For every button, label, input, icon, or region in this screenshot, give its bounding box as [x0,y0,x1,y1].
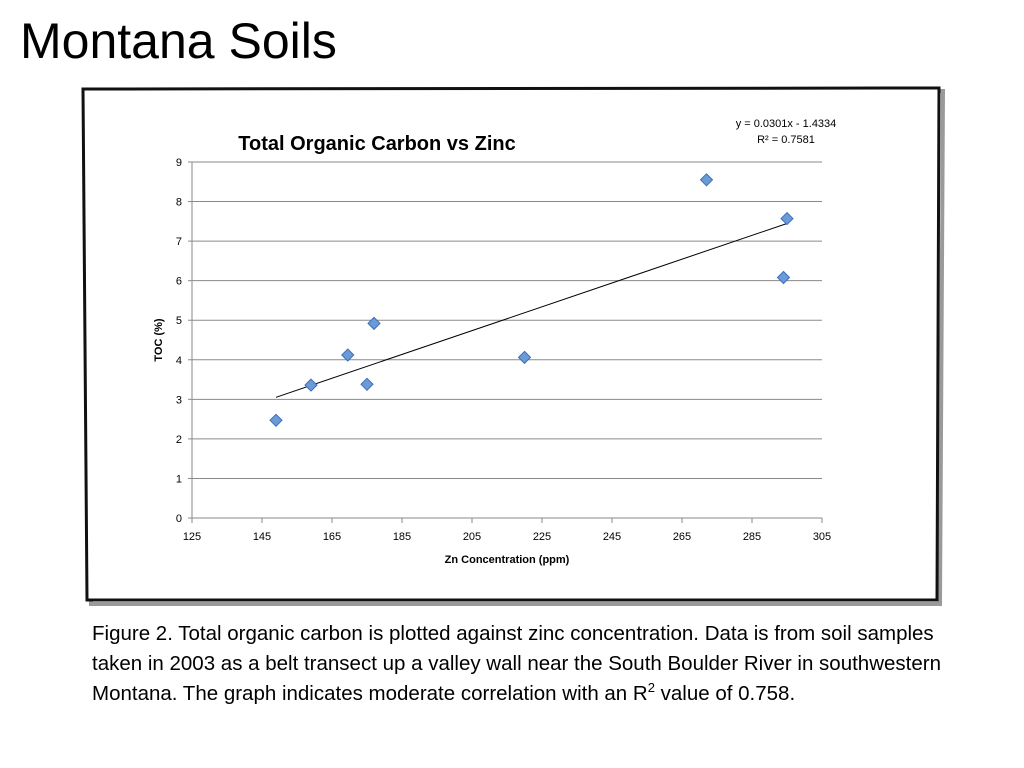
data-point [780,211,794,226]
x-tick-label: 225 [533,531,551,543]
x-axis-label: Zn Concentration (ppm) [445,554,570,566]
data-point [699,173,714,187]
x-tick-label: 245 [603,531,621,543]
y-tick-label: 5 [176,315,182,327]
x-tick-label: 125 [183,531,201,543]
chart-figure: 0 1 2 3 4 5 6 7 8 9 125 145 165 185 205 225 245 265 285 305… [81,86,946,606]
data-point [360,377,374,392]
x-tick-label: 205 [463,531,481,543]
figure-caption: Figure 2. Total organic carbon is plotte… [92,619,972,709]
caption-text-end: value of 0.758. [654,682,796,705]
y-tick-label: 1 [176,473,182,485]
chart-title: Total Organic Carbon vs Zinc [238,133,515,155]
trendline [275,222,788,398]
trendline-r2: R² = 0.7581 [757,134,815,146]
caption-superscript: 2 [647,680,655,696]
x-tick-label: 305 [813,531,831,543]
x-tick-label: 165 [323,531,341,543]
data-point [367,316,381,331]
slide-title: Montana Soils [20,13,337,69]
y-tick-label: 6 [176,276,182,288]
y-tick-label: 4 [176,355,182,367]
data-point [517,350,532,365]
x-tick-label: 145 [253,531,271,543]
y-tick-label: 7 [176,236,182,248]
data-point [269,413,283,428]
data-point [341,348,355,362]
caption-text: Figure 2. Total organic carbon is plotte… [92,622,941,705]
y-axis-label: TOC (%) [153,318,165,362]
x-tick-label: 265 [673,531,691,543]
data-point [304,378,318,392]
y-tick-label: 9 [176,157,182,169]
y-tick-label: 0 [176,513,182,525]
chart-frame [81,86,941,602]
data-point [776,270,791,285]
trendline-equation: y = 0.0301x - 1.4334 [736,118,837,130]
y-tick-label: 8 [176,197,182,209]
x-tick-label: 285 [743,531,761,543]
y-tick-label: 3 [176,394,182,406]
x-tick-label: 185 [393,531,411,543]
y-tick-label: 2 [176,434,182,446]
